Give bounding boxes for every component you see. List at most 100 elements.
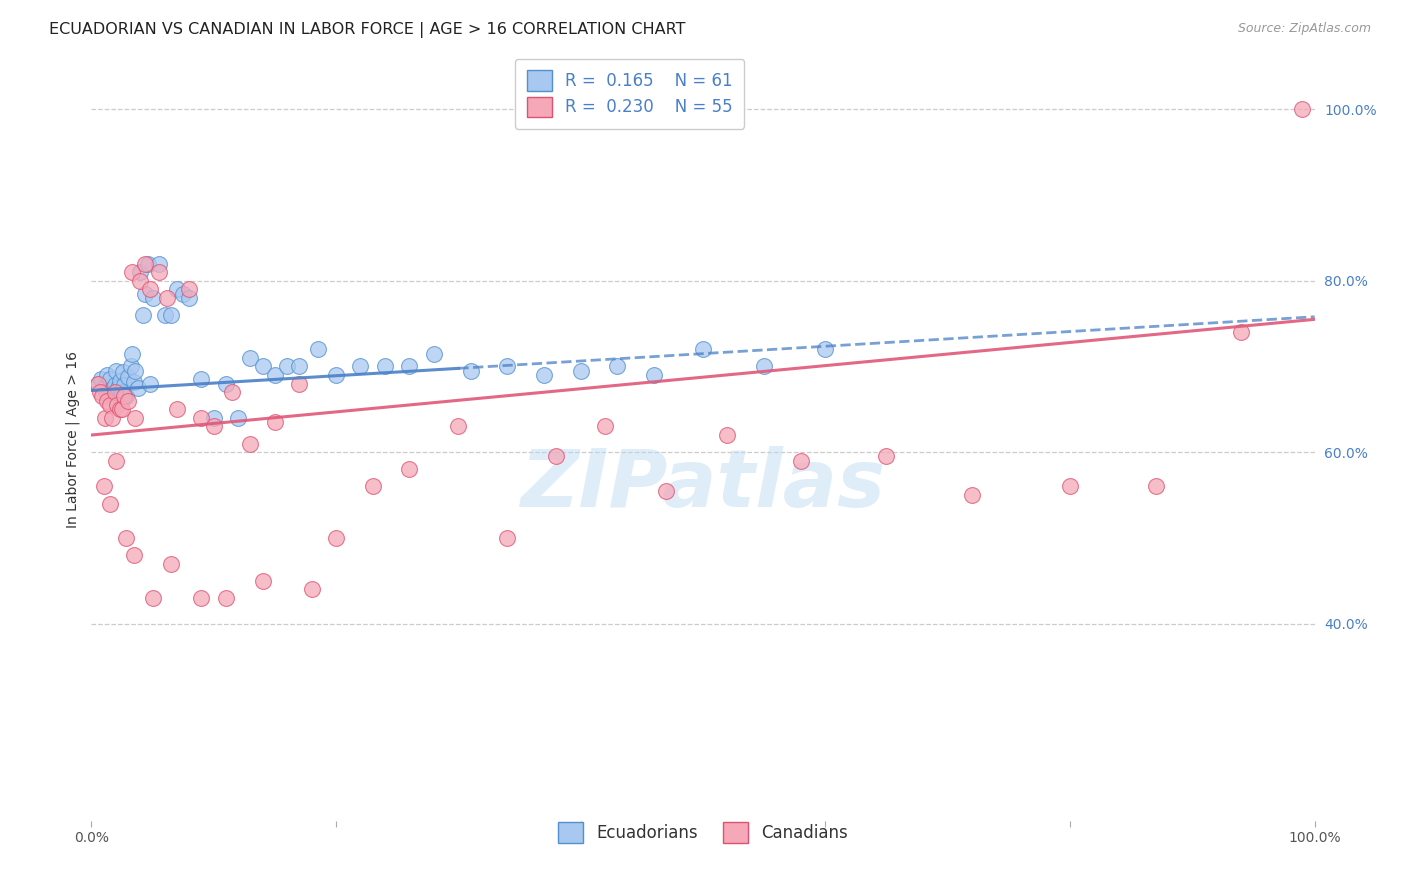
Point — [96, 368, 118, 382]
Point — [179, 291, 201, 305]
Point — [94, 385, 117, 400]
Point — [141, 291, 163, 305]
Point — [129, 265, 152, 279]
Point — [692, 343, 714, 357]
Point — [117, 393, 139, 408]
Point — [1059, 479, 1081, 493]
Y-axis label: In Labor Force | Age > 16: In Labor Force | Age > 16 — [66, 351, 80, 528]
Point — [398, 359, 420, 374]
Point — [288, 376, 311, 391]
Point — [655, 483, 678, 498]
Point — [754, 359, 776, 374]
Point — [202, 419, 225, 434]
Point — [139, 376, 162, 391]
Point — [108, 374, 131, 388]
Point — [215, 376, 238, 391]
Point — [134, 257, 156, 271]
Point — [105, 393, 128, 408]
Point — [110, 385, 132, 400]
Point — [104, 378, 127, 392]
Point — [221, 385, 243, 400]
Point — [593, 419, 616, 434]
Point — [114, 389, 136, 403]
Point — [104, 454, 127, 468]
Point — [325, 531, 347, 545]
Point — [239, 436, 262, 450]
Point — [361, 479, 384, 493]
Point — [105, 398, 128, 412]
Point — [98, 497, 121, 511]
Point — [108, 402, 131, 417]
Point — [124, 364, 146, 378]
Point — [496, 359, 519, 374]
Point — [141, 591, 163, 605]
Point — [91, 389, 114, 403]
Point — [89, 385, 111, 400]
Point — [172, 286, 194, 301]
Point — [307, 343, 329, 357]
Point — [1291, 103, 1313, 117]
Point — [166, 282, 188, 296]
Point — [301, 582, 323, 597]
Point — [134, 286, 156, 301]
Point — [190, 591, 212, 605]
Point — [606, 359, 628, 374]
Point — [111, 387, 134, 401]
Point — [127, 381, 149, 395]
Point — [215, 591, 238, 605]
Point — [121, 346, 143, 360]
Point — [136, 257, 159, 271]
Point — [252, 359, 274, 374]
Point — [643, 368, 665, 382]
Point — [132, 308, 155, 322]
Point — [114, 531, 136, 545]
Point — [121, 265, 143, 279]
Point — [276, 359, 298, 374]
Point — [93, 381, 115, 395]
Point — [460, 364, 482, 378]
Point — [148, 257, 170, 271]
Text: ECUADORIAN VS CANADIAN IN LABOR FORCE | AGE > 16 CORRELATION CHART: ECUADORIAN VS CANADIAN IN LABOR FORCE | … — [49, 22, 686, 38]
Point — [239, 351, 262, 365]
Legend: Ecuadorians, Canadians: Ecuadorians, Canadians — [547, 811, 859, 855]
Point — [97, 389, 120, 403]
Point — [129, 274, 152, 288]
Point — [124, 410, 146, 425]
Point — [1230, 325, 1253, 339]
Point — [122, 375, 145, 389]
Point — [533, 368, 555, 382]
Point — [252, 574, 274, 588]
Point — [103, 387, 125, 401]
Point — [90, 372, 112, 386]
Point — [112, 389, 135, 403]
Point — [190, 372, 212, 386]
Point — [160, 308, 183, 322]
Point — [166, 402, 188, 417]
Point — [569, 364, 592, 378]
Point — [98, 398, 121, 412]
Point — [86, 376, 108, 391]
Point — [93, 479, 115, 493]
Point — [960, 488, 983, 502]
Point — [398, 462, 420, 476]
Point — [153, 308, 176, 322]
Point — [1144, 479, 1167, 493]
Point — [96, 393, 118, 408]
Point — [112, 366, 135, 380]
Point — [716, 428, 738, 442]
Point — [139, 282, 162, 296]
Point — [264, 368, 287, 382]
Point — [94, 410, 117, 425]
Point — [202, 410, 225, 425]
Point — [264, 415, 287, 429]
Text: ZIPatlas: ZIPatlas — [520, 446, 886, 524]
Point — [112, 378, 135, 392]
Point — [790, 454, 813, 468]
Point — [98, 372, 121, 386]
Point — [349, 359, 371, 374]
Point — [122, 548, 145, 562]
Point — [288, 359, 311, 374]
Point — [814, 343, 837, 357]
Point — [101, 410, 124, 425]
Point — [226, 410, 249, 425]
